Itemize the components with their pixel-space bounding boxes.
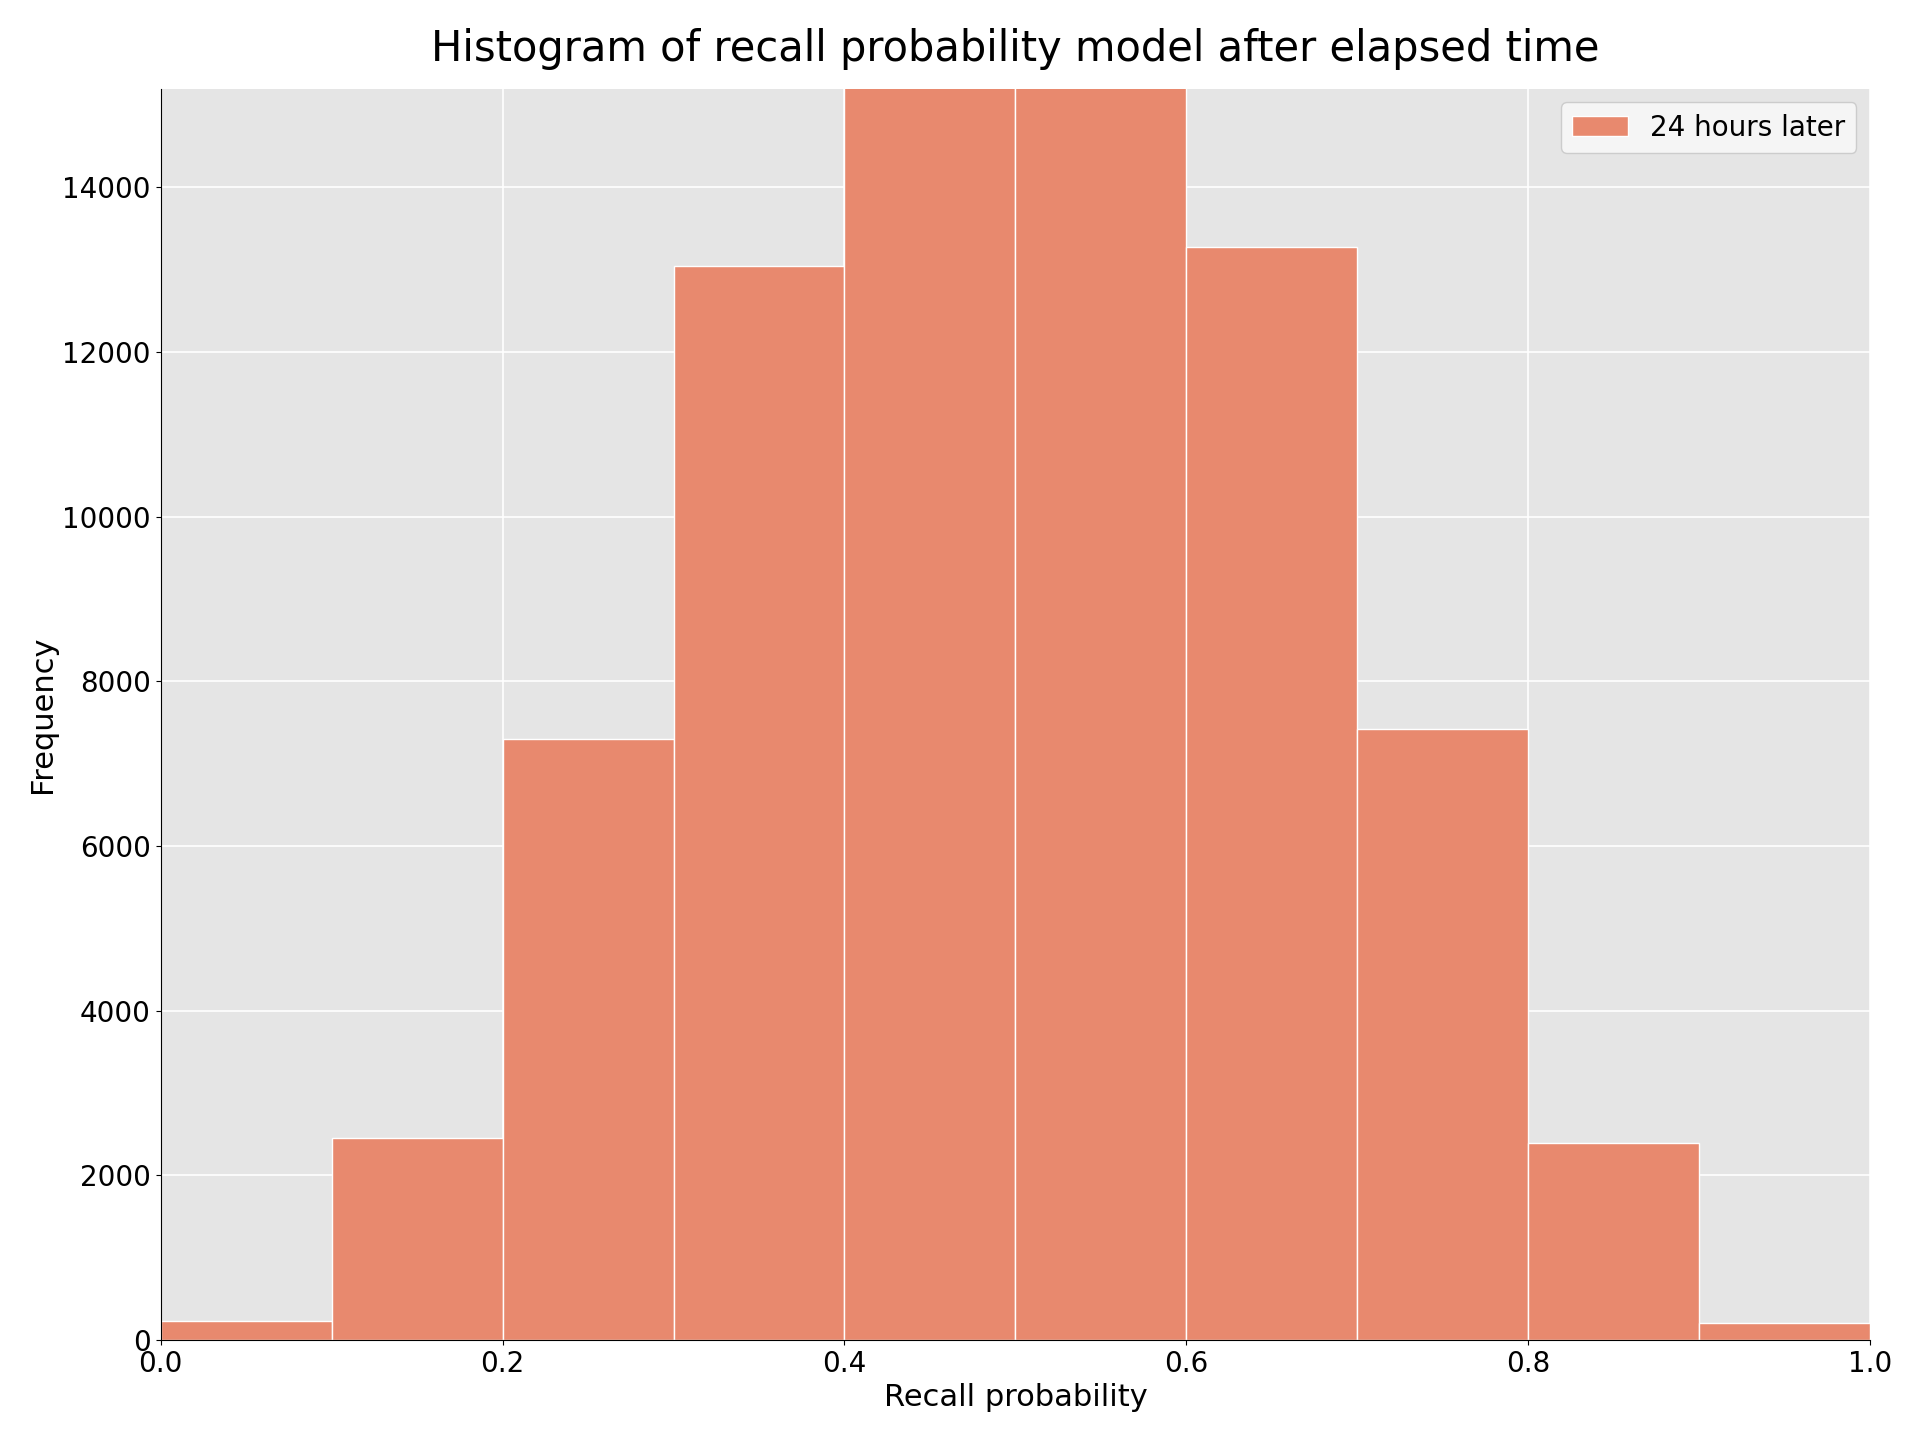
Bar xyxy=(1016,0,1187,1341)
Bar xyxy=(674,266,845,1341)
Bar xyxy=(1187,248,1357,1341)
Bar xyxy=(332,1139,503,1341)
X-axis label: Recall probability: Recall probability xyxy=(883,1384,1148,1413)
Bar xyxy=(1528,1143,1699,1341)
Legend: 24 hours later: 24 hours later xyxy=(1561,102,1857,153)
Y-axis label: Frequency: Frequency xyxy=(27,635,58,793)
Bar xyxy=(845,0,1016,1341)
Bar xyxy=(1357,729,1528,1341)
Title: Histogram of recall probability model after elapsed time: Histogram of recall probability model af… xyxy=(432,27,1599,69)
Bar xyxy=(503,739,674,1341)
Bar xyxy=(1699,1323,1870,1341)
Bar xyxy=(161,1320,332,1341)
